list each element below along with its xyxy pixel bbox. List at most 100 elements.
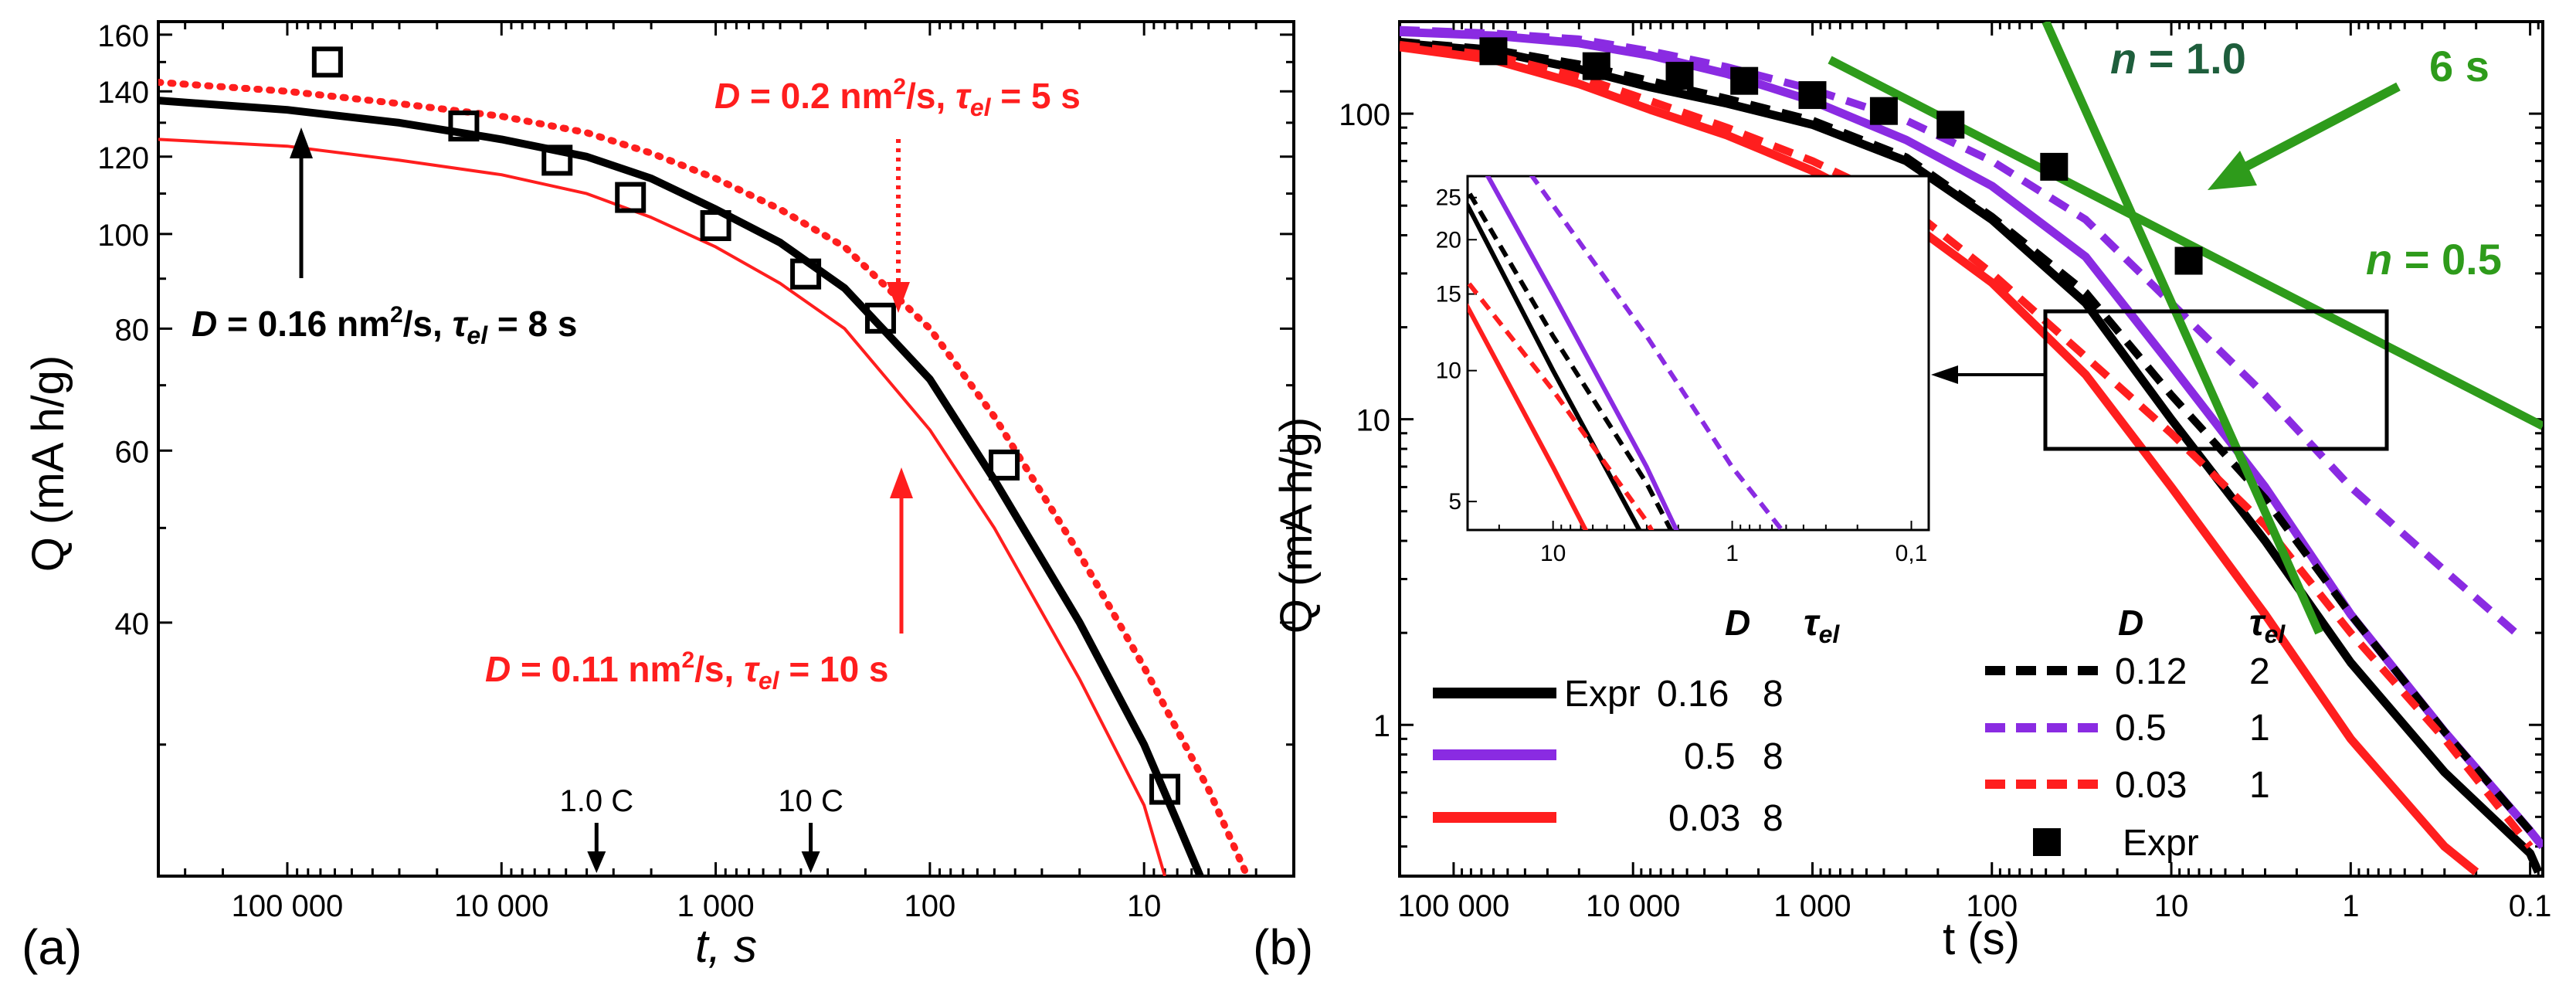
rate-marker-label: 10 C — [778, 784, 843, 818]
label-dotted-tau: τ — [955, 76, 972, 116]
y-tick-label: 100 — [97, 219, 149, 253]
label-n05: n = 0.5 — [2366, 235, 2502, 284]
data-point-open-square — [448, 110, 480, 142]
legend-header-tau-left: τel — [1804, 603, 1840, 648]
legend-D-black-dashed: 0.12 — [2115, 651, 2187, 692]
zoom-arrow-head — [1931, 365, 1958, 384]
label-dotted-el: el — [970, 93, 992, 121]
inset-axis-ticks: 10 1 0,1 5 10 15 20 25 — [1436, 185, 1928, 566]
label-black-sup: 2 — [390, 302, 403, 328]
annotation-black-curve: D = 0.16 nm2/s, τel = 8 s — [192, 127, 577, 349]
legend-label-expr-marker: Expr — [2123, 823, 2199, 864]
label-thin-el: el — [759, 667, 780, 695]
y-tick-label: 1 — [1373, 709, 1390, 743]
legend-header-D-right: D — [2118, 603, 2143, 643]
data-point-filled-square — [1479, 37, 1508, 66]
label-thin-tau: τ — [744, 649, 760, 689]
y-tick-label: 140 — [97, 76, 149, 110]
inset-plot: 10 1 0,1 5 10 15 20 25 — [1436, 175, 1930, 566]
label-6s: 6 s — [2429, 42, 2489, 90]
arrow-black-head — [290, 127, 313, 158]
label-thin-text: = 0.11 nm — [511, 649, 681, 689]
data-point-filled-square — [1730, 66, 1759, 95]
legend-tau-red-solid: 8 — [1763, 798, 1784, 839]
legend-D-red-solid: 0.03 — [1668, 798, 1740, 839]
label-n1-n: n — [2110, 34, 2136, 83]
label-n1-value: = 1.0 — [2136, 34, 2246, 83]
label-dotted-text2: /s, — [906, 76, 955, 116]
legend-tau-left-el: el — [1819, 620, 1841, 648]
label-dotted-end: = 5 s — [991, 76, 1081, 116]
inset-y-tick-label: 15 — [1436, 282, 1461, 307]
legend-D-black-solid: 0.16 — [1657, 674, 1729, 715]
y-tick-label: 40 — [115, 607, 150, 641]
data-point-filled-square — [2174, 246, 2203, 275]
legend-D-purple-solid: 0.5 — [1684, 736, 1736, 777]
panel-a: 100 000 10 000 1 000 100 10 40 60 80 100 120 140 16… — [22, 19, 1295, 975]
inset-series-line-dashed-purple — [1529, 176, 1785, 530]
rate-marker-label: 1.0 C — [559, 784, 633, 818]
label-n1: n = 1.0 — [2110, 34, 2246, 83]
xlabel-b: t (s) — [1943, 914, 2020, 964]
legend-header-D-left: D — [1725, 603, 1750, 643]
xlabel-a: t, s — [695, 920, 757, 972]
data-point-filled-square — [1582, 52, 1610, 80]
markers-b — [1479, 37, 2203, 275]
x-tick-label: 10 — [1127, 889, 1162, 923]
inset-x-tick-label: 0,1 — [1896, 541, 1928, 566]
y-tick-label: 80 — [115, 313, 150, 347]
arrow-6s-shaft — [2230, 82, 2401, 178]
x-tick-label: 1 — [2342, 889, 2359, 923]
y-tick-label: 10 — [1356, 404, 1391, 438]
label-dotted-D: D — [714, 76, 740, 116]
x-tick-label: 10 000 — [1586, 889, 1680, 923]
legend-tau-purple-solid: 8 — [1763, 736, 1784, 777]
panel-label-b: (b) — [1253, 919, 1313, 975]
label-n05-n: n — [2366, 235, 2392, 284]
axis-ticks-a: 100 000 10 000 1 000 100 10 40 60 80 100 120 140 16… — [97, 19, 1295, 923]
inset-x-tick-label: 1 — [1726, 541, 1739, 566]
ylabel-a: Q (mA h/g) — [23, 355, 73, 572]
annotation-dotted-curve: D = 0.2 nm2/s, τel = 5 s — [714, 74, 1081, 313]
x-tick-label: 100 000 — [232, 889, 344, 923]
legend-tau-right-symbol: τ — [2249, 603, 2266, 644]
markers-a: 1.0 C 10 C — [559, 784, 843, 873]
label-dotted-text: = 0.2 nm — [740, 76, 893, 116]
label-black-curve: D = 0.16 nm2/s, τel = 8 s — [192, 302, 577, 349]
y-tick-label: 60 — [115, 435, 150, 469]
data-point-filled-square — [2040, 152, 2069, 181]
panel-label-a: (a) — [22, 919, 82, 975]
inset-y-tick-label: 5 — [1448, 489, 1461, 515]
series-a — [158, 46, 1251, 876]
arrow-thin-head — [890, 467, 913, 498]
inset-x-tick-label: 10 — [1540, 541, 1566, 566]
arrow-dotted-head — [887, 282, 910, 313]
guide-line — [2041, 22, 2323, 635]
y-tick-label: 160 — [97, 19, 149, 53]
x-tick-label: 1 000 — [677, 889, 755, 923]
label-thin-sup: 2 — [681, 647, 694, 673]
x-tick-label: 0.1 — [2509, 889, 2552, 923]
label-thin-D: D — [485, 649, 511, 689]
series-line-dashed-red — [1400, 41, 2534, 849]
series-line-dotted-red — [158, 79, 1251, 876]
rate-marker-arrow-head — [587, 851, 606, 873]
x-tick-label: 1 000 — [1773, 889, 1851, 923]
legend-tau-black-dashed: 2 — [2249, 651, 2270, 692]
legend-b: D τel D τel Expr 0.16 8 0.5 8 0.03 8 0.1… — [1433, 603, 2286, 864]
annotation-thin-curve: D = 0.11 nm2/s, τel = 10 s — [485, 467, 913, 695]
data-point-open-square — [311, 46, 343, 78]
series-line-dashed-purple — [1400, 25, 2519, 636]
label-dotted-curve: D = 0.2 nm2/s, τel = 5 s — [714, 74, 1081, 121]
inset-y-tick-label: 20 — [1436, 227, 1461, 253]
data-point-open-square — [1149, 773, 1181, 805]
data-point-open-square — [615, 182, 647, 213]
label-thin-curve: D = 0.11 nm2/s, τel = 10 s — [485, 647, 889, 695]
panel-b: 100 000 10 000 1 000 100 10 1 0.1 1 10 100 n = 1.… — [1253, 20, 2552, 975]
data-point-filled-square — [1798, 81, 1827, 110]
inset-frame — [1466, 175, 1930, 532]
legend-swatch-filled-square — [2033, 828, 2061, 856]
label-black-tau: τ — [453, 304, 469, 344]
series-line-dashed-black — [1400, 37, 2534, 834]
